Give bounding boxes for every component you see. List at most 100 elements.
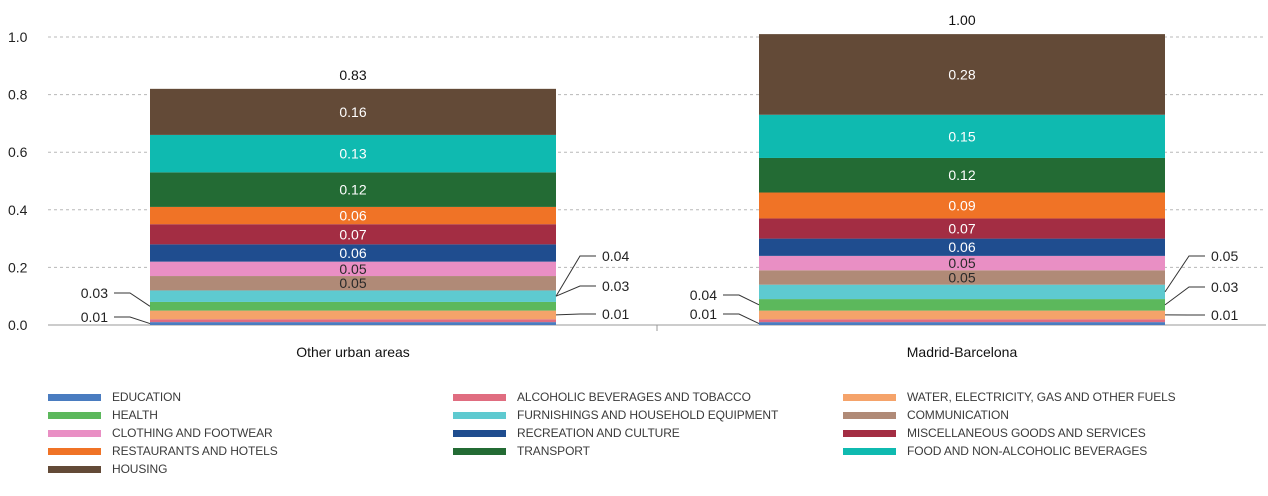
bar-segment bbox=[150, 244, 556, 262]
bar-segment bbox=[759, 284, 1165, 300]
bar-segment bbox=[759, 322, 1165, 325]
legend-swatch bbox=[453, 393, 506, 401]
data-label: 0.06 bbox=[948, 239, 975, 255]
stacked-bar-chart: 0.00.20.40.60.81.00.050.050.060.070.060.… bbox=[8, 12, 1266, 360]
data-label: 0.07 bbox=[948, 221, 975, 237]
data-label: 0.05 bbox=[339, 275, 366, 291]
y-tick-label: 0.4 bbox=[8, 202, 28, 218]
legend-item: EDUCATION bbox=[48, 389, 181, 405]
legend-swatch bbox=[48, 447, 101, 455]
data-label: 0.12 bbox=[948, 167, 975, 183]
bar-segment bbox=[150, 134, 556, 173]
legend-swatch bbox=[843, 429, 896, 437]
bar-segment bbox=[759, 192, 1165, 219]
data-label: 0.01 bbox=[690, 306, 717, 322]
data-label: 0.16 bbox=[339, 104, 366, 120]
data-label: 0.12 bbox=[339, 182, 366, 198]
bar-segment bbox=[150, 206, 556, 225]
bar-segment bbox=[150, 172, 556, 207]
data-label: 0.06 bbox=[339, 245, 366, 261]
legend-swatch bbox=[843, 411, 896, 419]
legend-item: COMMUNICATION bbox=[843, 407, 1009, 423]
legend-label: RESTAURANTS AND HOTELS bbox=[112, 444, 278, 458]
legend-item: ALCOHOLIC BEVERAGES AND TOBACCO bbox=[453, 389, 751, 405]
legend-swatch bbox=[453, 447, 506, 455]
x-category-label: Other urban areas bbox=[296, 344, 410, 360]
data-label: 0.05 bbox=[948, 255, 975, 271]
legend-item: FOOD AND NON-ALCOHOLIC BEVERAGES bbox=[843, 443, 1147, 459]
bar-segment bbox=[150, 319, 556, 323]
y-tick-label: 0.6 bbox=[8, 144, 28, 160]
legend-label: COMMUNICATION bbox=[907, 408, 1009, 422]
legend-swatch bbox=[453, 429, 506, 437]
data-label: 0.09 bbox=[948, 197, 975, 213]
x-category-label: Madrid-Barcelona bbox=[907, 344, 1018, 360]
data-label: 0.07 bbox=[339, 226, 366, 242]
data-label: 0.05 bbox=[339, 261, 366, 277]
data-label: 0.13 bbox=[339, 146, 366, 162]
bar-segment bbox=[759, 238, 1165, 256]
legend-item: RESTAURANTS AND HOTELS bbox=[48, 443, 278, 459]
legend-swatch bbox=[48, 465, 101, 473]
data-label: 0.04 bbox=[690, 287, 717, 303]
bar-segment bbox=[759, 255, 1165, 271]
legend-swatch bbox=[48, 411, 101, 419]
bar-segment bbox=[759, 310, 1165, 320]
legend-label: HEALTH bbox=[112, 408, 158, 422]
bar-segment bbox=[759, 34, 1165, 115]
callout-line bbox=[723, 294, 760, 306]
bar-segment bbox=[150, 224, 556, 245]
legend-item: WATER, ELECTRICITY, GAS AND OTHER FUELS bbox=[843, 389, 1176, 405]
data-label: 0.01 bbox=[81, 309, 108, 325]
data-label: 0.15 bbox=[948, 128, 975, 144]
bar-segment bbox=[150, 261, 556, 277]
legend-label: HOUSING bbox=[112, 462, 168, 476]
bar-segment bbox=[150, 322, 556, 325]
legend-swatch bbox=[48, 393, 101, 401]
data-label: 0.03 bbox=[602, 278, 629, 294]
y-tick-label: 0.2 bbox=[8, 259, 28, 275]
bar-segment bbox=[759, 218, 1165, 239]
y-tick-label: 0.0 bbox=[8, 317, 28, 333]
bar-segment bbox=[759, 270, 1165, 285]
data-label: 0.01 bbox=[602, 306, 629, 322]
legend-item: HEALTH bbox=[48, 407, 158, 423]
data-label: 0.03 bbox=[1211, 279, 1238, 295]
bar-segment bbox=[150, 88, 556, 135]
bar-segment bbox=[759, 299, 1165, 311]
data-label: 0.06 bbox=[339, 208, 366, 224]
data-label: 0.28 bbox=[948, 66, 975, 82]
legend-item: HOUSING bbox=[48, 461, 167, 477]
callout-line bbox=[723, 313, 760, 325]
legend-swatch bbox=[48, 429, 101, 437]
legend-item: FURNISHINGS AND HOUSEHOLD EQUIPMENT bbox=[453, 407, 778, 423]
legend-label: TRANSPORT bbox=[517, 444, 590, 458]
data-label: 0.05 bbox=[948, 269, 975, 285]
legend-swatch bbox=[843, 447, 896, 455]
bar-segment bbox=[759, 114, 1165, 158]
legend-label: RECREATION AND CULTURE bbox=[517, 426, 680, 440]
callout-line bbox=[555, 255, 596, 297]
y-tick-label: 0.8 bbox=[8, 87, 28, 103]
bar-segment bbox=[150, 301, 556, 311]
legend-label: WATER, ELECTRICITY, GAS AND OTHER FUELS bbox=[907, 390, 1176, 404]
data-label: 0.05 bbox=[1211, 248, 1238, 264]
total-label: 1.00 bbox=[948, 12, 975, 28]
y-tick-label: 1.0 bbox=[8, 29, 28, 45]
callout-line bbox=[555, 285, 596, 297]
callout-line bbox=[114, 292, 151, 307]
legend-swatch bbox=[453, 411, 506, 419]
callout-line bbox=[114, 316, 151, 325]
bar-segment bbox=[150, 310, 556, 320]
bar-segment bbox=[759, 157, 1165, 193]
callout-line bbox=[555, 313, 596, 316]
callout-line bbox=[1164, 255, 1205, 293]
legend-label: FOOD AND NON-ALCOHOLIC BEVERAGES bbox=[907, 444, 1148, 458]
callout-line bbox=[1164, 286, 1205, 306]
legend-label: EDUCATION bbox=[112, 390, 181, 404]
legend-label: ALCOHOLIC BEVERAGES AND TOBACCO bbox=[517, 390, 751, 404]
legend-label: FURNISHINGS AND HOUSEHOLD EQUIPMENT bbox=[517, 408, 779, 422]
legend-item: CLOTHING AND FOOTWEAR bbox=[48, 425, 273, 441]
legend-item: TRANSPORT bbox=[453, 443, 590, 459]
bar-segment bbox=[150, 290, 556, 302]
